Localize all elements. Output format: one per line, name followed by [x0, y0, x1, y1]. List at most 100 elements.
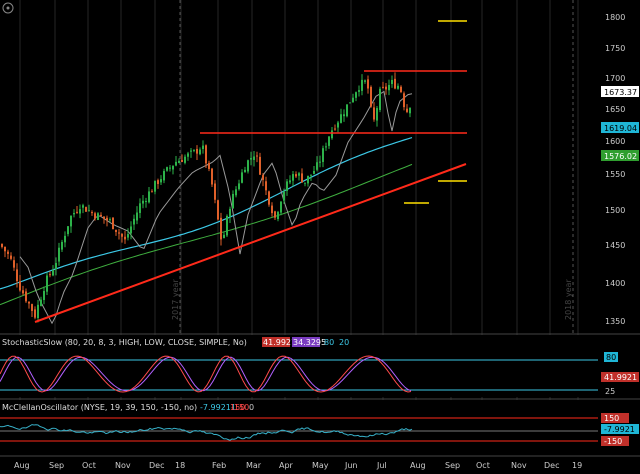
- candle-body: [133, 218, 135, 225]
- candle-body: [220, 217, 222, 240]
- candle-body: [247, 160, 249, 172]
- mcclellan-value: -7.99211: [200, 403, 236, 412]
- candle-body: [175, 161, 177, 166]
- time-axis-label: Apr: [279, 461, 294, 470]
- candle-body: [70, 215, 72, 227]
- candle-body: [409, 107, 411, 114]
- candle-body: [178, 160, 180, 163]
- candle-body: [379, 88, 381, 111]
- candle-body: [202, 145, 204, 150]
- price-tick: 1450: [605, 241, 625, 250]
- moving-average-gray: [19, 90, 413, 325]
- mcclellan-axis-lower: -150: [604, 437, 622, 446]
- support-trendline[interactable]: [34, 163, 467, 323]
- candle-body: [400, 86, 402, 93]
- price-tick: 1650: [605, 105, 625, 114]
- candle-body: [235, 189, 237, 196]
- candle-body: [157, 180, 159, 184]
- candle-body: [310, 174, 312, 176]
- candle-body: [289, 180, 291, 183]
- stochastic-d-value: 34.3295: [293, 338, 326, 347]
- stochastic-k-value: 41.9921: [263, 338, 296, 347]
- candle-body: [76, 211, 78, 213]
- candle-body: [142, 200, 144, 204]
- candle-body: [130, 226, 132, 234]
- time-axis-label: Mar: [246, 461, 262, 470]
- settings-gear-icon[interactable]: [2, 2, 14, 14]
- candle-body: [328, 136, 330, 146]
- candle-body: [64, 235, 66, 243]
- time-axis-label: Nov: [511, 461, 527, 470]
- candle-body: [244, 169, 246, 173]
- candle-body: [340, 114, 342, 123]
- mcclellan-axis-upper-badge: [601, 413, 629, 423]
- mcclellan-axis-value: -7.9921: [604, 425, 635, 434]
- candle-body: [19, 281, 21, 291]
- candle-body: [364, 80, 366, 82]
- mcclellan-upper-label: 150: [230, 403, 245, 412]
- candle-body: [187, 153, 189, 157]
- candle-body: [313, 170, 315, 174]
- candle-body: [58, 247, 60, 262]
- stochastic-axis-badge-80: [604, 352, 618, 362]
- last-price-label: 1673.37: [604, 88, 637, 97]
- candle-body: [316, 162, 318, 170]
- time-axis: Aug Sep Oct Nov Dec 18 Feb Mar Apr May Jun Jul Aug Se…: [0, 455, 640, 470]
- candle-body: [97, 213, 99, 221]
- candle-body: [373, 107, 375, 120]
- candle-body: [118, 232, 120, 234]
- candle-body: [217, 200, 219, 220]
- candle-body: [139, 203, 141, 213]
- time-axis-label: Aug: [410, 461, 426, 470]
- candle-body: [403, 93, 405, 108]
- candle-body: [232, 193, 234, 209]
- candle-body: [4, 246, 6, 252]
- candle-body: [205, 145, 207, 164]
- candle-body: [100, 214, 102, 217]
- candle-body: [358, 90, 360, 92]
- ma-green-label: 1576.02: [604, 152, 637, 161]
- candle-body: [145, 200, 147, 202]
- candle-body: [367, 79, 369, 89]
- candle-body: [283, 191, 285, 201]
- mcclellan-panel: McClellanOscillator (NYSE, 19, 39, 150, …: [0, 398, 640, 455]
- candle-body: [208, 162, 210, 169]
- time-axis-label: 19: [572, 461, 582, 470]
- candle-body: [355, 92, 357, 98]
- candle-body: [271, 205, 273, 214]
- moving-average-cyan: [0, 137, 413, 290]
- candle-body: [13, 260, 15, 268]
- candle-body: [82, 205, 84, 208]
- mcclellan-line: [0, 424, 413, 441]
- time-axis-label: Feb: [212, 461, 226, 470]
- mcclellan-axis-lower-badge: [601, 436, 629, 446]
- candle-body: [88, 210, 90, 212]
- candle-body: [391, 79, 393, 84]
- candle-body: [37, 304, 39, 319]
- time-axis-label: Oct: [476, 461, 490, 470]
- ma-cyan-label: 1619.04: [604, 124, 637, 133]
- time-axis-label: Sep: [445, 461, 460, 470]
- candle-body: [181, 159, 183, 162]
- candle-body: [319, 161, 321, 163]
- candle-body: [214, 183, 216, 200]
- price-tick: 1600: [605, 137, 625, 146]
- candle-body: [325, 146, 327, 148]
- candle-body: [301, 173, 303, 183]
- candle-body: [148, 191, 150, 203]
- ma-cyan-badge: [601, 122, 639, 133]
- candle-body: [304, 182, 306, 184]
- time-axis-label: May: [312, 461, 329, 470]
- candle-body: [268, 191, 270, 205]
- candle-body: [274, 211, 276, 218]
- candle-body: [49, 274, 51, 276]
- mcclellan-zero-label: 0: [249, 403, 254, 412]
- candle-body: [16, 269, 18, 282]
- stochastic-d-line: [0, 356, 412, 392]
- candle-body: [121, 233, 123, 237]
- candle-body: [223, 234, 225, 238]
- candle-body: [343, 114, 345, 117]
- time-axis-label: Dec: [149, 461, 164, 470]
- mcclellan-axis-upper: 150: [604, 414, 619, 423]
